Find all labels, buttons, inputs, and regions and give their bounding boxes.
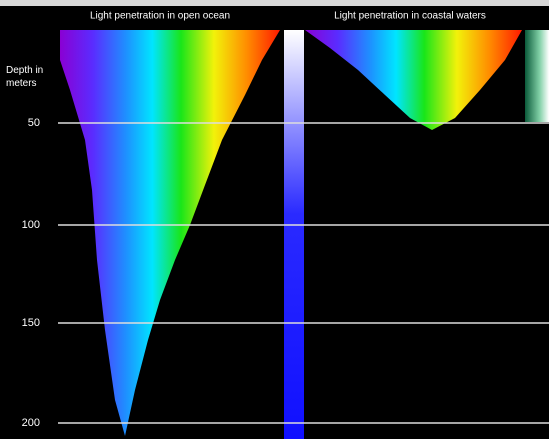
page: Light penetration in open ocean Light pe… (0, 0, 549, 439)
coastal-green-band (525, 30, 549, 122)
panel-title: Light penetration in coastal waters (334, 11, 486, 22)
top-strip (0, 0, 549, 6)
open-ocean-blue-band (284, 30, 304, 439)
tick-label: 100 (22, 219, 40, 231)
tick-label: 150 (22, 317, 40, 329)
open-ocean-spectrum (60, 30, 280, 436)
axis-label: Depth in meters (6, 65, 43, 89)
tick-label: 200 (22, 417, 40, 429)
tick-label: 50 (28, 117, 40, 129)
coastal-spectrum (305, 30, 522, 130)
panel-title: Light penetration in open ocean (90, 11, 230, 22)
axis-label-line: Depth in (6, 65, 43, 76)
diagram: Light penetration in open ocean Light pe… (0, 0, 549, 439)
axis-label-line: meters (6, 78, 37, 89)
